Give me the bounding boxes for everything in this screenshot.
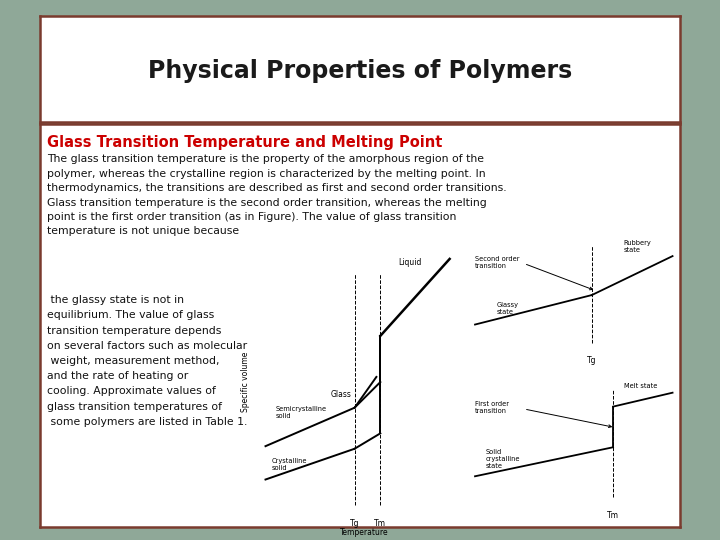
Text: Solid
crystalline
state: Solid crystalline state <box>486 449 520 469</box>
Text: Tg: Tg <box>587 356 597 365</box>
Text: Liquid: Liquid <box>398 258 422 267</box>
Text: Tg: Tg <box>350 519 359 528</box>
Text: Specific volume: Specific volume <box>241 352 251 412</box>
Text: Crystalline
solid: Crystalline solid <box>271 457 307 471</box>
Text: The glass transition temperature is the property of the amorphous region of the
: The glass transition temperature is the … <box>48 154 507 237</box>
Text: the glassy state is not in
equilibrium. The value of glass
transition temperatur: the glassy state is not in equilibrium. … <box>48 295 248 427</box>
Text: Tm: Tm <box>374 519 387 528</box>
Text: Physical Properties of Polymers: Physical Properties of Polymers <box>148 59 572 83</box>
Text: Semicrystalline
solid: Semicrystalline solid <box>275 406 327 420</box>
Text: Rubbery
state: Rubbery state <box>624 240 652 253</box>
Text: Tm: Tm <box>607 511 619 520</box>
Text: Glassy
state: Glassy state <box>496 302 518 315</box>
Text: First order
transition: First order transition <box>475 401 509 414</box>
Text: Glass Transition Temperature and Melting Point: Glass Transition Temperature and Melting… <box>48 136 443 151</box>
Text: Second order
transition: Second order transition <box>475 256 520 269</box>
Text: Glass: Glass <box>331 390 351 400</box>
Text: Temperature: Temperature <box>340 528 389 537</box>
Text: Melt state: Melt state <box>624 383 657 389</box>
